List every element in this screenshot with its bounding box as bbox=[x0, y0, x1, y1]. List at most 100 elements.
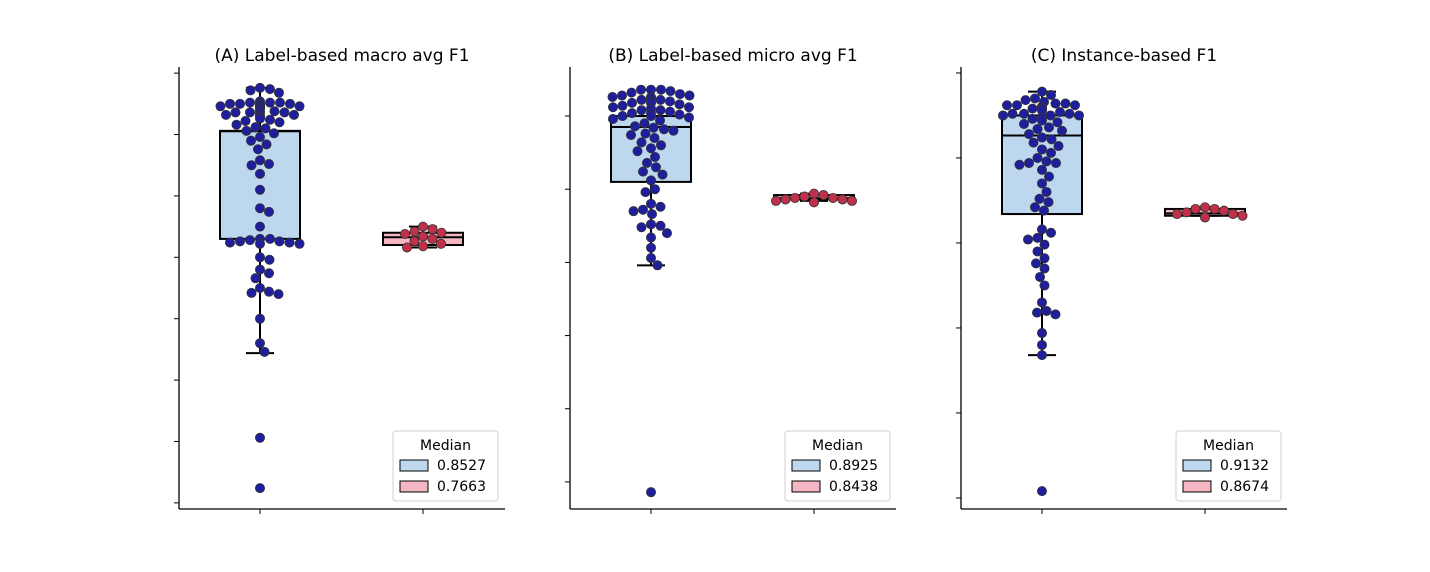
data-point bbox=[1074, 110, 1085, 121]
data-point bbox=[246, 160, 257, 171]
data-point bbox=[1039, 280, 1050, 291]
data-point bbox=[1200, 212, 1211, 223]
legend-label-teams: 0.8925 bbox=[829, 458, 878, 474]
data-point bbox=[1027, 113, 1038, 124]
data-point bbox=[261, 139, 272, 150]
data-point bbox=[617, 100, 628, 111]
legend-title: Median bbox=[420, 438, 471, 454]
data-point bbox=[1070, 100, 1081, 111]
data-point bbox=[284, 237, 295, 248]
data-point bbox=[1012, 100, 1023, 111]
data-point bbox=[659, 124, 670, 135]
data-point bbox=[665, 86, 676, 97]
data-point bbox=[254, 338, 265, 349]
data-point bbox=[234, 236, 245, 247]
data-point bbox=[234, 98, 245, 109]
panel-title: (C) Instance-based F1 bbox=[1031, 46, 1217, 66]
legend-title: Median bbox=[1203, 438, 1254, 454]
data-point bbox=[274, 117, 285, 128]
data-point bbox=[1050, 98, 1061, 109]
data-point bbox=[1064, 108, 1075, 119]
data-point bbox=[273, 289, 284, 300]
data-point bbox=[254, 483, 265, 494]
legend-patch-baselines bbox=[791, 480, 821, 493]
data-point bbox=[268, 128, 279, 139]
data-point bbox=[264, 254, 275, 265]
data-point bbox=[427, 224, 438, 235]
axes bbox=[565, 67, 896, 514]
data-point bbox=[1190, 203, 1201, 214]
data-point bbox=[1053, 141, 1064, 152]
data-point bbox=[636, 94, 647, 105]
data-point bbox=[626, 87, 637, 98]
data-point bbox=[662, 228, 673, 239]
data-point bbox=[1039, 253, 1050, 264]
data-point bbox=[254, 113, 265, 124]
data-point bbox=[640, 187, 651, 198]
data-point bbox=[665, 106, 676, 117]
data-point bbox=[646, 242, 657, 253]
data-point bbox=[1037, 339, 1048, 350]
data-point bbox=[254, 221, 265, 232]
data-point bbox=[1032, 232, 1043, 243]
panel-a: (A) Label-based macro avg F1 Median 0.85… bbox=[174, 46, 505, 514]
data-point bbox=[668, 125, 679, 136]
data-point bbox=[648, 122, 659, 133]
data-point bbox=[1046, 134, 1057, 145]
data-point bbox=[828, 192, 839, 203]
data-point bbox=[655, 105, 666, 116]
data-point bbox=[230, 107, 241, 118]
data-point bbox=[260, 123, 271, 134]
data-point bbox=[263, 206, 274, 217]
data-point bbox=[630, 121, 641, 132]
data-point bbox=[264, 84, 275, 95]
data-point bbox=[608, 113, 619, 124]
data-point bbox=[1014, 159, 1025, 170]
data-point bbox=[636, 105, 647, 116]
data-point bbox=[417, 221, 428, 232]
data-point bbox=[1037, 86, 1048, 97]
data-point bbox=[254, 238, 265, 249]
data-point bbox=[1041, 305, 1052, 316]
data-point bbox=[294, 238, 305, 249]
data-point bbox=[264, 114, 275, 125]
data-point bbox=[1019, 118, 1030, 129]
data-point bbox=[656, 140, 667, 151]
data-point bbox=[244, 97, 255, 108]
data-point bbox=[636, 222, 647, 233]
data-point bbox=[780, 194, 791, 205]
data-point bbox=[1172, 209, 1183, 220]
panel-b: (B) Label-based micro avg F1 Median 0.89… bbox=[565, 46, 896, 514]
data-point bbox=[809, 197, 820, 208]
points-baselines bbox=[1172, 202, 1248, 223]
legend: Median 0.9132 0.8674 bbox=[1175, 430, 1282, 502]
data-point bbox=[646, 111, 657, 122]
data-point bbox=[1041, 186, 1052, 197]
data-point bbox=[646, 252, 657, 263]
data-point bbox=[1032, 124, 1043, 135]
data-point bbox=[1219, 205, 1230, 216]
data-point bbox=[1037, 178, 1048, 189]
data-point bbox=[1046, 147, 1057, 158]
data-point bbox=[651, 162, 662, 173]
data-point bbox=[636, 137, 647, 148]
data-point bbox=[435, 238, 446, 249]
data-point bbox=[1002, 100, 1013, 111]
data-point bbox=[650, 152, 661, 163]
data-point bbox=[1037, 328, 1048, 339]
legend-patch-baselines bbox=[1182, 480, 1212, 493]
data-point bbox=[263, 158, 274, 169]
data-point bbox=[646, 219, 657, 230]
data-point bbox=[274, 236, 285, 247]
legend: Median 0.8527 0.7663 bbox=[392, 430, 499, 502]
data-point bbox=[1037, 115, 1048, 126]
data-point bbox=[1020, 95, 1031, 106]
data-point bbox=[607, 92, 618, 103]
data-point bbox=[646, 198, 657, 209]
data-point bbox=[1030, 202, 1041, 213]
data-point bbox=[284, 98, 295, 109]
data-point bbox=[246, 287, 257, 298]
data-point bbox=[244, 107, 255, 118]
data-point bbox=[998, 110, 1009, 121]
data-point bbox=[409, 226, 420, 237]
